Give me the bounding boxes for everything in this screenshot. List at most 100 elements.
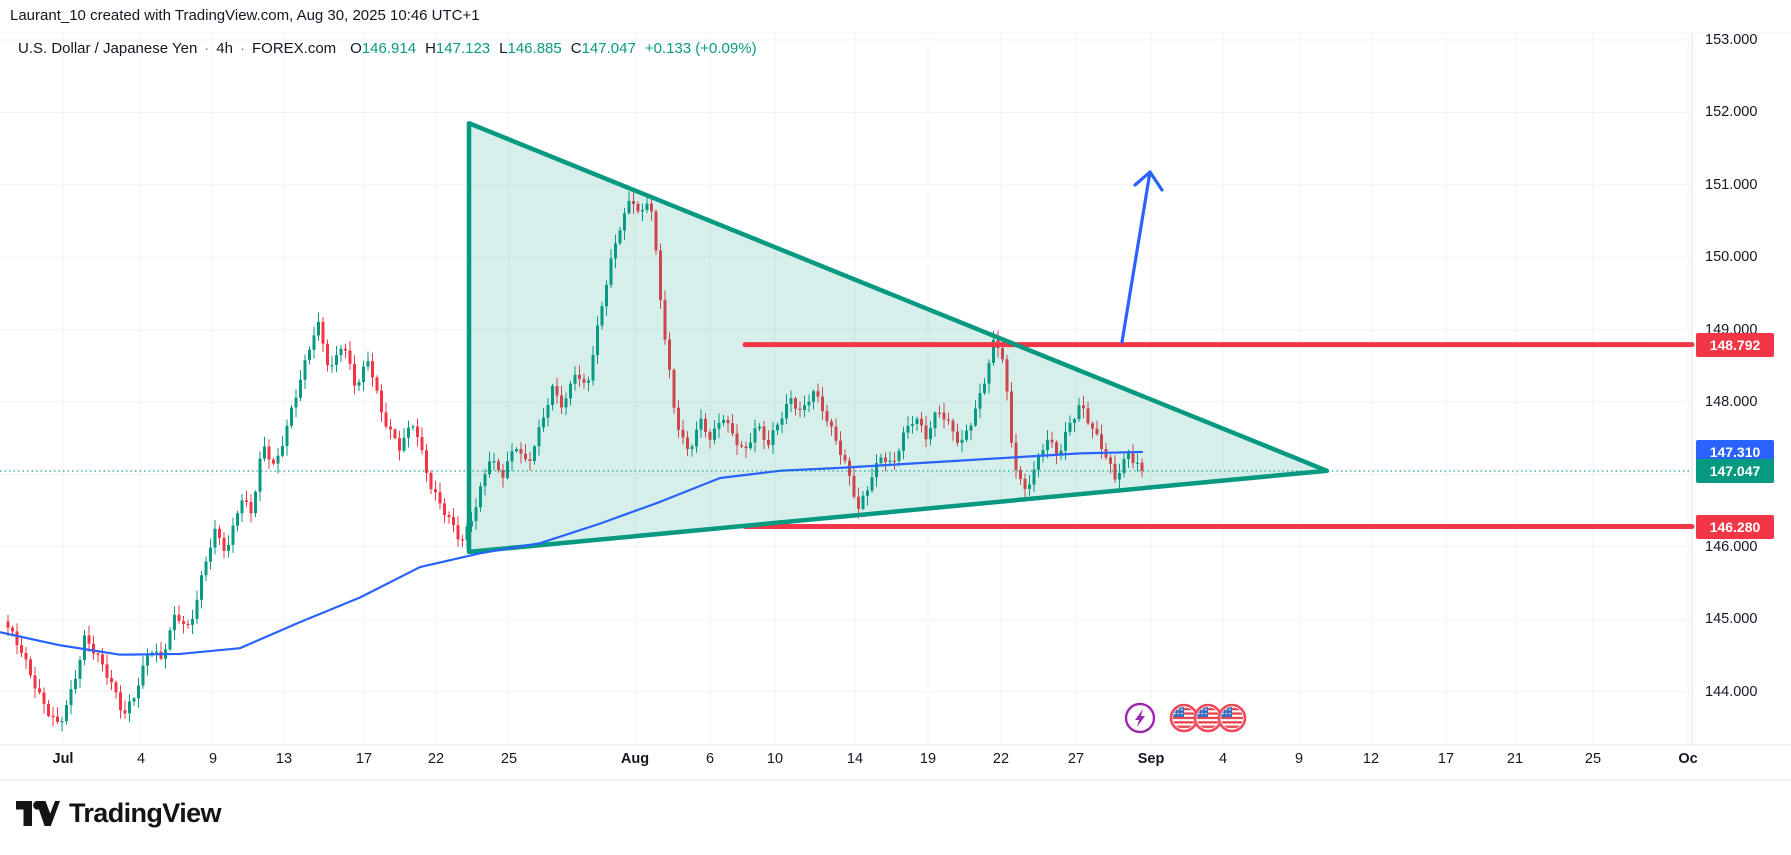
candle-body	[1041, 450, 1045, 456]
candle-body	[290, 407, 293, 426]
candle-body	[605, 284, 608, 307]
tradingview-logo-mark	[16, 800, 60, 826]
high-label: H	[425, 40, 436, 57]
candle-body	[416, 426, 419, 438]
candle-body	[947, 419, 950, 421]
candle-body	[618, 230, 622, 244]
candle-body	[1064, 431, 1067, 451]
candle-body	[825, 411, 829, 422]
price-axis-label: 146.000	[1705, 538, 1758, 555]
tradingview-logo[interactable]: TradingView	[16, 798, 222, 829]
candle-body	[1136, 462, 1139, 464]
candle-body	[1140, 462, 1144, 471]
time-axis-label: 9	[208, 751, 218, 767]
candle-body	[1073, 419, 1076, 423]
candle-body	[353, 363, 356, 386]
candle-body	[911, 424, 914, 426]
candle-body	[83, 635, 86, 660]
candle-body	[879, 457, 883, 463]
candle-body	[978, 393, 982, 409]
candle-body	[1086, 408, 1090, 424]
candle-body	[803, 405, 806, 410]
candle-body	[29, 659, 32, 676]
price-badge: 148.792	[1696, 332, 1774, 357]
candle-body	[339, 348, 343, 356]
candle-body	[816, 391, 820, 397]
candle-body	[623, 213, 626, 231]
time-axis-label: 9	[1294, 751, 1304, 767]
candle-body	[830, 421, 833, 427]
candle-body	[713, 428, 716, 440]
candle-body	[209, 547, 212, 562]
legend-separator: ·	[204, 40, 210, 57]
candle-body	[587, 380, 590, 383]
candle-body	[708, 432, 712, 440]
symbol-legend[interactable]: U.S. Dollar / Japanese Yen · 4h · FOREX.com O…	[18, 40, 757, 57]
candle-body	[515, 449, 518, 452]
candle-body	[762, 426, 766, 440]
symbol-name[interactable]: U.S. Dollar / Japanese Yen	[18, 40, 198, 57]
candle-body	[1113, 463, 1117, 480]
candle-body	[506, 461, 509, 478]
interval-label[interactable]: 4h	[216, 40, 233, 57]
candle-body	[119, 692, 122, 711]
candle-body	[272, 459, 275, 464]
candle-body	[402, 437, 406, 451]
candle-body	[1005, 359, 1009, 392]
flag-image	[1173, 707, 1195, 729]
arrow-drawing[interactable]	[1120, 170, 1164, 344]
candle-body	[1032, 469, 1036, 485]
candle-body	[821, 396, 824, 412]
candle-body	[974, 408, 977, 426]
time-axis-label: 10	[766, 751, 784, 767]
candle-body	[569, 383, 572, 399]
us-flag-event-icon[interactable]	[1217, 703, 1247, 733]
price-axis-label: 144.000	[1705, 683, 1758, 700]
candle-body	[1095, 428, 1099, 435]
change-value: +0.133 (+0.09%)	[644, 40, 757, 57]
candle-body	[992, 339, 995, 363]
time-axis-label: 12	[1362, 751, 1380, 767]
price-badge: 147.047	[1696, 458, 1774, 483]
candle-body	[380, 390, 383, 413]
candle-body	[852, 475, 856, 497]
candle-body	[438, 492, 442, 504]
candle-body	[870, 477, 874, 491]
exchange-label[interactable]: FOREX.com	[251, 40, 337, 57]
candle-body	[371, 361, 374, 378]
candle-body	[740, 445, 743, 447]
candle-body	[479, 486, 482, 508]
candle-body	[254, 491, 257, 514]
candle-body	[303, 360, 307, 380]
candle-body	[983, 383, 986, 394]
candle-body	[1028, 484, 1031, 490]
price-axis[interactable]	[1692, 33, 1791, 745]
us-flag-event-icon[interactable]	[1169, 703, 1199, 733]
candle-body	[645, 203, 649, 210]
candle-body	[389, 426, 392, 430]
time-axis-label: Oc	[1678, 751, 1698, 767]
candle-body	[1068, 422, 1072, 432]
candle-body	[843, 455, 847, 461]
candle-body	[1050, 439, 1054, 443]
pennant-triangle-outline[interactable]	[466, 121, 1330, 555]
economic-event-lightning-icon[interactable]	[1124, 702, 1156, 734]
lightning-bolt-icon	[1135, 709, 1145, 727]
candle-body	[798, 408, 802, 410]
candle-body	[807, 401, 811, 406]
candle-body	[695, 429, 698, 447]
candle-body	[767, 439, 770, 445]
candle-body	[92, 643, 95, 654]
us-flag-event-icon[interactable]	[1193, 703, 1223, 733]
tradingview-logo-text: TradingView	[69, 798, 222, 828]
time-axis-label: 13	[275, 751, 293, 767]
candle-body	[542, 417, 545, 428]
candle-body	[146, 654, 149, 666]
candle-body	[726, 419, 730, 424]
pennant-triangle-fill[interactable]	[469, 123, 1327, 552]
candle-body	[101, 654, 104, 665]
candle-body	[258, 458, 262, 492]
candle-body	[11, 627, 14, 632]
